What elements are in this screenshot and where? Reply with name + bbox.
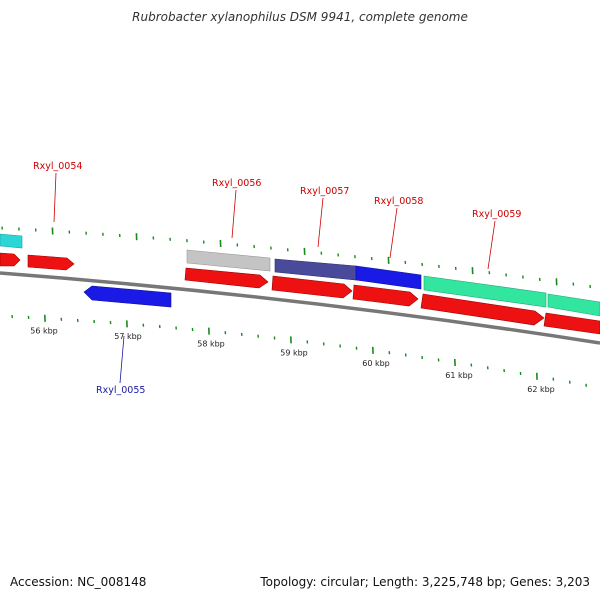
gene-label-rxyl-0056: Rxyl_0056 (212, 178, 261, 189)
kbp-tick-label: 59 kbp (280, 348, 308, 357)
reverse-strand-track (83, 285, 172, 308)
cyan-feature-block (0, 233, 23, 249)
gene-label-rxyl-0059: Rxyl_0059 (472, 209, 521, 220)
leader-line-rxyl-0055 (119, 335, 125, 384)
kbp-tick-label: 60 kbp (362, 359, 390, 368)
gene-label-leaders (53, 172, 496, 384)
leader-line-rxyl-0056 (231, 189, 237, 239)
gene-labels: Rxyl_0054 Rxyl_0055 Rxyl_0056 Rxyl_0057 … (33, 161, 521, 396)
forward-cds-arrow (0, 252, 21, 267)
genome-backbone (0, 271, 600, 345)
reverse-cds-arrow (83, 285, 172, 308)
kbp-tick-label: 62 kbp (527, 385, 555, 394)
gene-label-rxyl-0057: Rxyl_0057 (300, 186, 349, 197)
kbp-tick-label: 61 kbp (445, 371, 473, 380)
inner-tick-ruler (11, 314, 587, 387)
forward-cds-arrow (420, 293, 545, 326)
forward-strand-track (0, 252, 600, 335)
blue-feature-block (355, 265, 422, 290)
tick-label-group: 56 kbp 57 kbp 58 kbp 59 kbp 60 kbp 61 kbp 62 k… (30, 326, 555, 394)
outer-tick-ruler (1, 226, 591, 289)
forward-cds-arrow (543, 312, 600, 335)
leader-line-rxyl-0057 (317, 197, 324, 248)
slate-feature-block (274, 258, 357, 281)
kbp-tick-label: 57 kbp (114, 332, 142, 341)
topology-text: Topology: circular; Length: 3,225,748 bp… (260, 575, 590, 589)
forward-cds-arrow (27, 254, 75, 271)
kbp-tick-label: 58 kbp (197, 339, 225, 348)
outer-feature-track (0, 233, 600, 317)
map-title: Rubrobacter xylanophilus DSM 9941, compl… (132, 10, 468, 24)
leader-line-rxyl-0054 (53, 172, 57, 223)
mint-feature-block (423, 275, 547, 308)
leader-line-rxyl-0058 (389, 207, 398, 259)
forward-cds-arrow (184, 267, 269, 289)
kbp-tick-label: 56 kbp (30, 326, 58, 335)
forward-cds-arrow (352, 284, 419, 307)
gene-label-rxyl-0054: Rxyl_0054 (33, 161, 82, 172)
gray-feature-block (186, 249, 271, 272)
accession-text: Accession: NC_008148 (10, 575, 147, 589)
gene-label-rxyl-0055: Rxyl_0055 (96, 385, 145, 396)
mint-feature-block-2 (547, 293, 600, 317)
gene-label-rxyl-0058: Rxyl_0058 (374, 196, 423, 207)
leader-line-rxyl-0059 (487, 220, 496, 270)
forward-cds-arrow (271, 275, 353, 299)
